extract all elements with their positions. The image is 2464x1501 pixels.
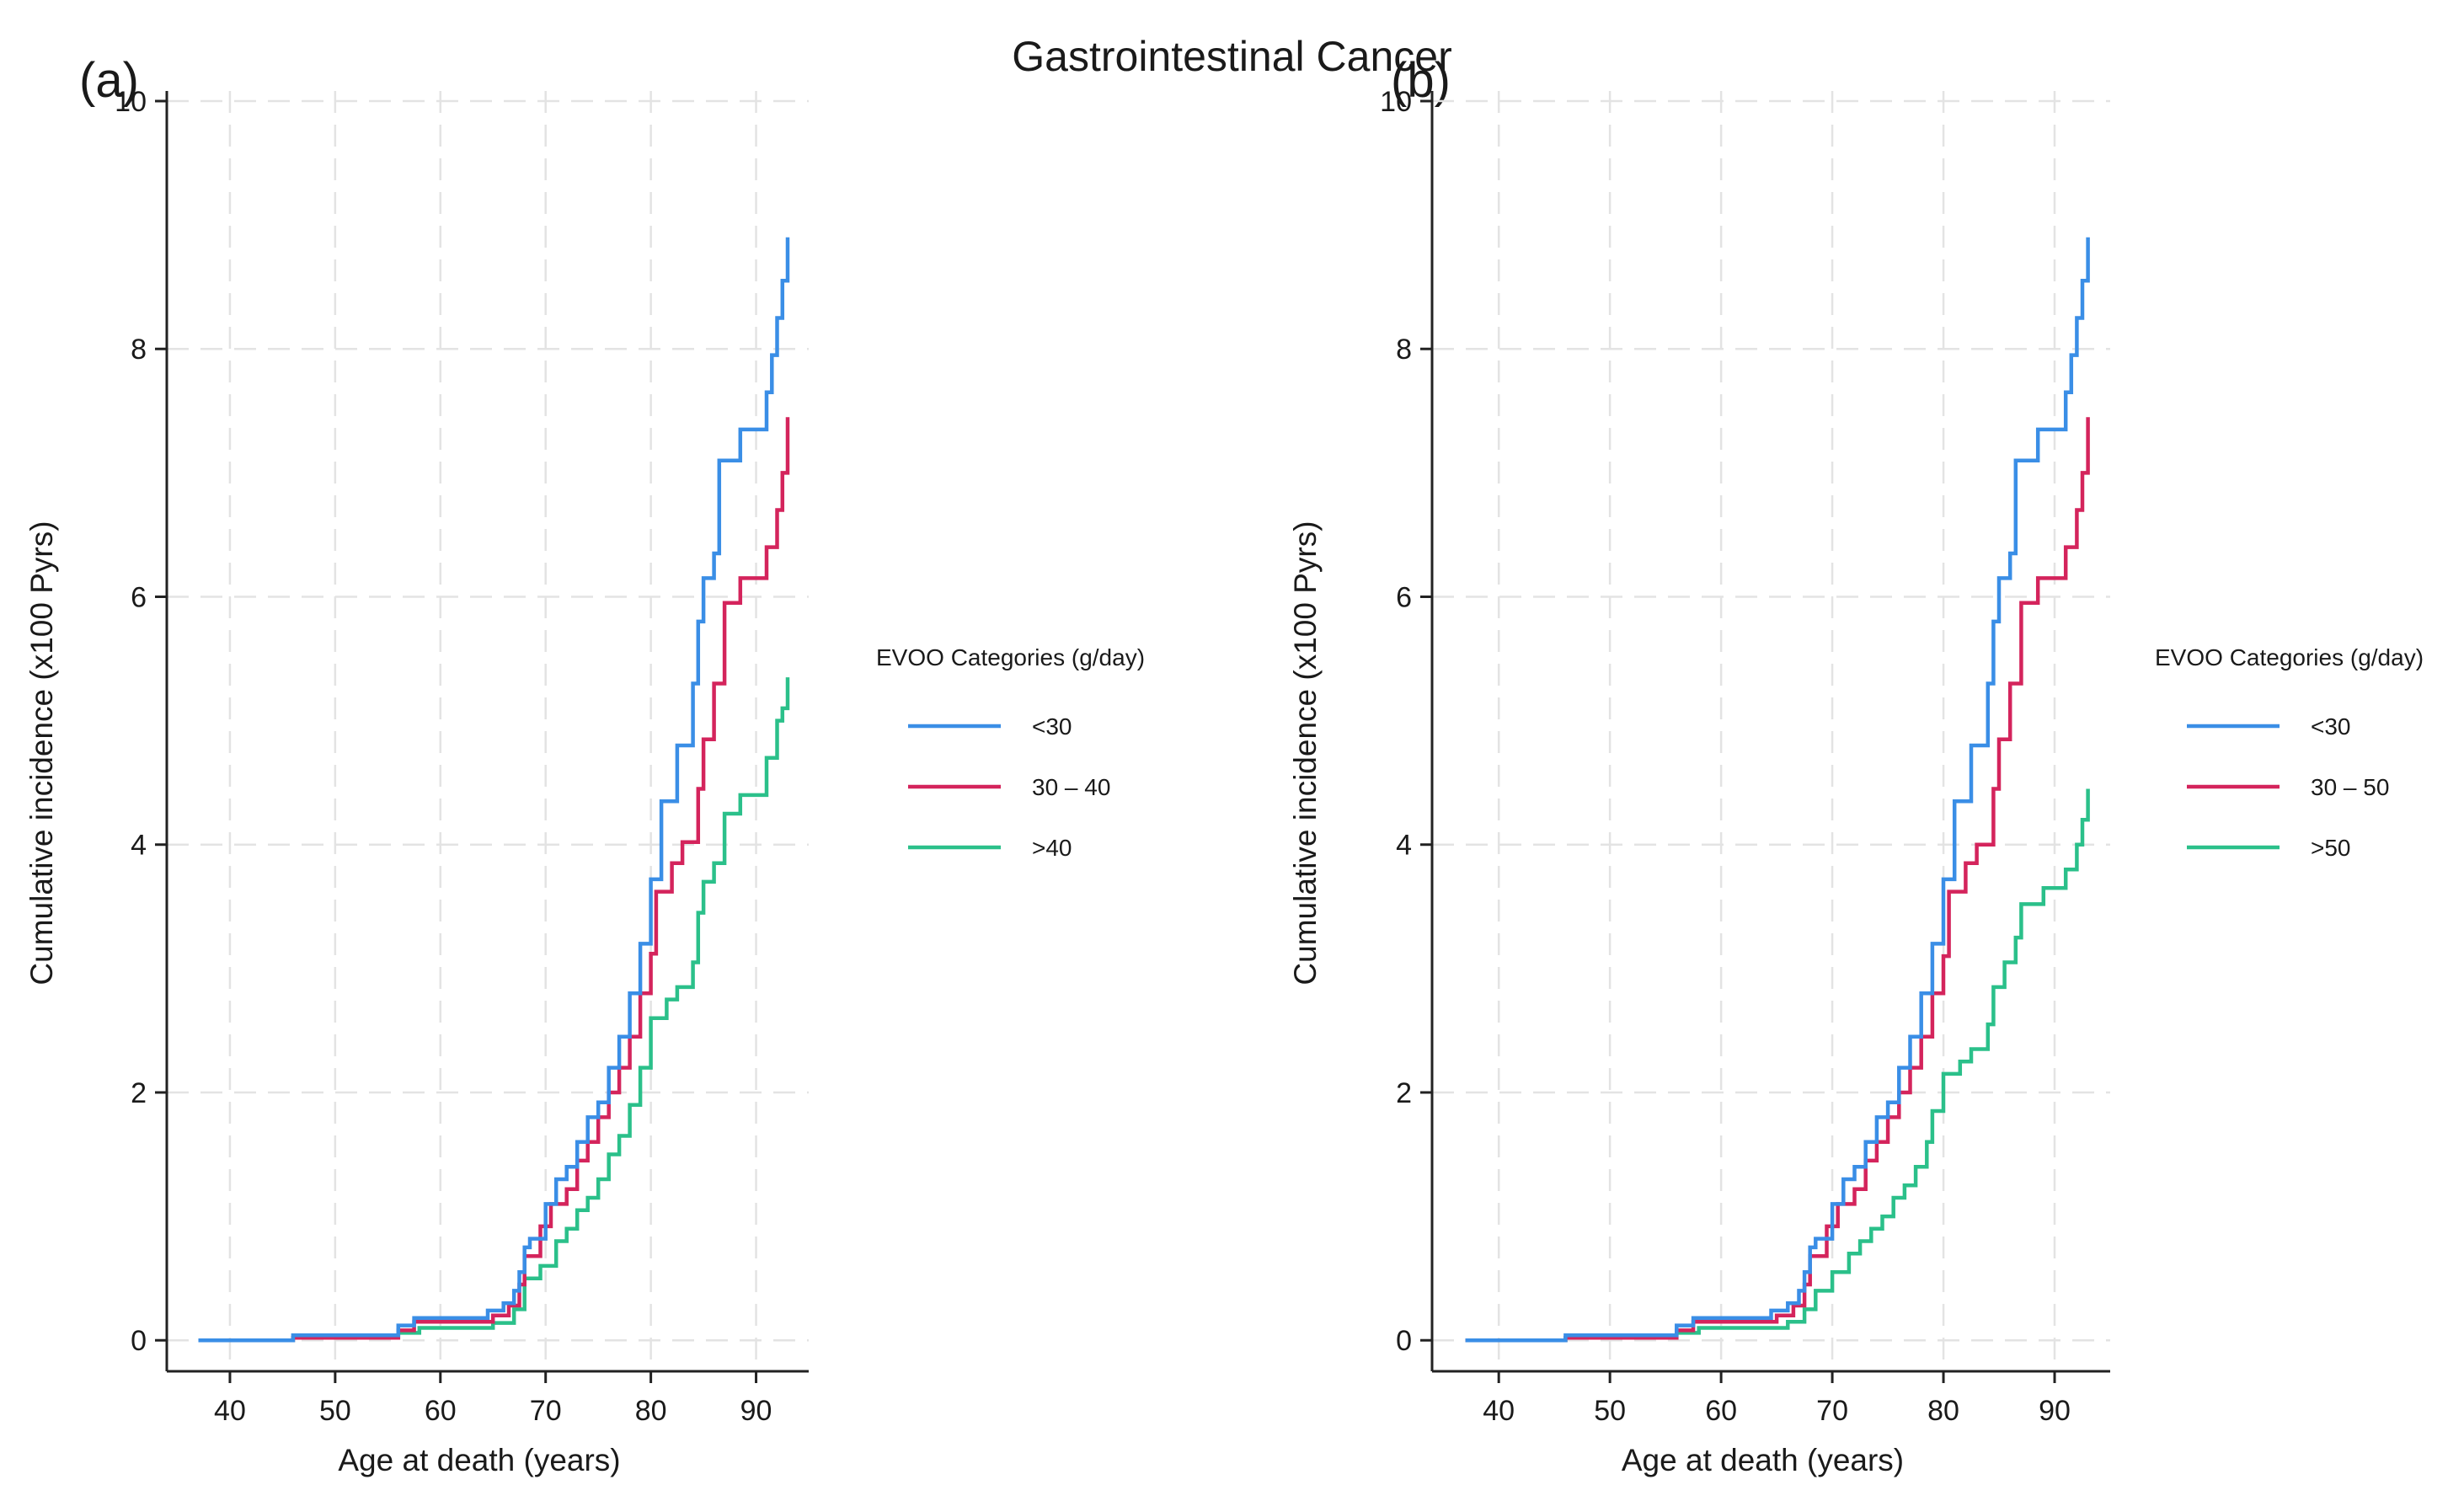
panel-b-series-line-3	[1465, 788, 2090, 1343]
panel-a-label: (a)	[79, 53, 139, 108]
panel-b-y-tick-label-1: 2	[1396, 1077, 1412, 1109]
panel-b-series-line-2	[1465, 417, 2090, 1343]
panel-b-y-tick-label-5: 10	[1380, 86, 1412, 118]
panel-a-y-tick-label-4: 8	[131, 334, 147, 366]
panel-a-legend-label-3: >40	[1032, 835, 1072, 861]
panel-a-series-line-1	[198, 237, 790, 1343]
panel-b-y-tick-label-0: 0	[1396, 1325, 1412, 1357]
panel-a-legend: EVOO Categories (g/day) <30 30 – 40 >40	[876, 644, 1145, 861]
panel-b-y-tick-label-4: 8	[1396, 334, 1412, 366]
panel-b-x-axis-title: Age at death (years)	[1622, 1443, 1904, 1477]
panel-a-x-tick-label-0: 40	[214, 1395, 246, 1427]
panel-b-x-tick-label-1: 50	[1594, 1395, 1626, 1427]
panel-b-y-tick-label-3: 6	[1396, 581, 1412, 613]
panel-a-x-tick-label-1: 50	[319, 1395, 351, 1427]
panel-b-legend-label-1: <30	[2311, 713, 2351, 740]
panel-b-legend: EVOO Categories (g/day) <30 30 – 50 >50	[2155, 644, 2424, 861]
panel-a-x-tick-label-2: 60	[425, 1395, 457, 1427]
panel-b-x-tick-label-0: 40	[1483, 1395, 1515, 1427]
panel-a-y-tick-label-2: 4	[131, 830, 147, 862]
panel-b-legend-label-3: >50	[2311, 835, 2351, 861]
panel-a-y-tick-label-1: 2	[131, 1077, 147, 1109]
panel-b-legend-label-2: 30 – 50	[2311, 774, 2389, 800]
figure-title: Gastrointestinal Cancer	[1012, 33, 1452, 80]
panel-b-x-tick-label-4: 80	[1927, 1395, 1959, 1427]
panel-a-y-axis-title: Cumulative incidence (x100 Pyrs)	[24, 521, 59, 985]
panel-a-legend-label-2: 30 – 40	[1032, 774, 1110, 800]
panel-b-x-tick-label-2: 60	[1705, 1395, 1737, 1427]
panel-a-x-tick-label-5: 90	[740, 1395, 772, 1427]
panel-b-legend-title: EVOO Categories (g/day)	[2155, 644, 2424, 670]
panel-a-y-tick-label-3: 6	[131, 581, 147, 613]
panel-a-y-tick-label-0: 0	[131, 1325, 147, 1357]
panel-b-y-tick-label-2: 4	[1396, 830, 1412, 862]
panel-b-y-axis-title: Cumulative incidence (x100 Pyrs)	[1288, 521, 1323, 985]
panel-a-x-axis-title: Age at death (years)	[338, 1443, 620, 1477]
panel-b-x-tick-label-5: 90	[2039, 1395, 2071, 1427]
panel-a-legend-title: EVOO Categories (g/day)	[876, 644, 1145, 670]
panel-b-plot: 40 50 60 70 80 90 0 2 4 6 8 10 Age at death (years) C…	[1288, 86, 2110, 1477]
panel-a-legend-label-1: <30	[1032, 713, 1072, 740]
panel-a-series-line-3	[198, 677, 790, 1343]
panel-b-x-tick-label-3: 70	[1816, 1395, 1848, 1427]
panel-b-label: (b)	[1391, 53, 1451, 108]
panel-a-plot: 40 50 60 70 80 90 0 2 4 6 8 10 Age at death (years) C…	[24, 86, 809, 1477]
panel-a-series-line-2	[198, 417, 790, 1343]
panel-a-y-tick-label-5: 10	[115, 86, 147, 118]
panel-a-x-tick-label-3: 70	[530, 1395, 562, 1427]
panel-b-series-line-1	[1465, 237, 2090, 1343]
panel-a-x-tick-label-4: 80	[635, 1395, 667, 1427]
